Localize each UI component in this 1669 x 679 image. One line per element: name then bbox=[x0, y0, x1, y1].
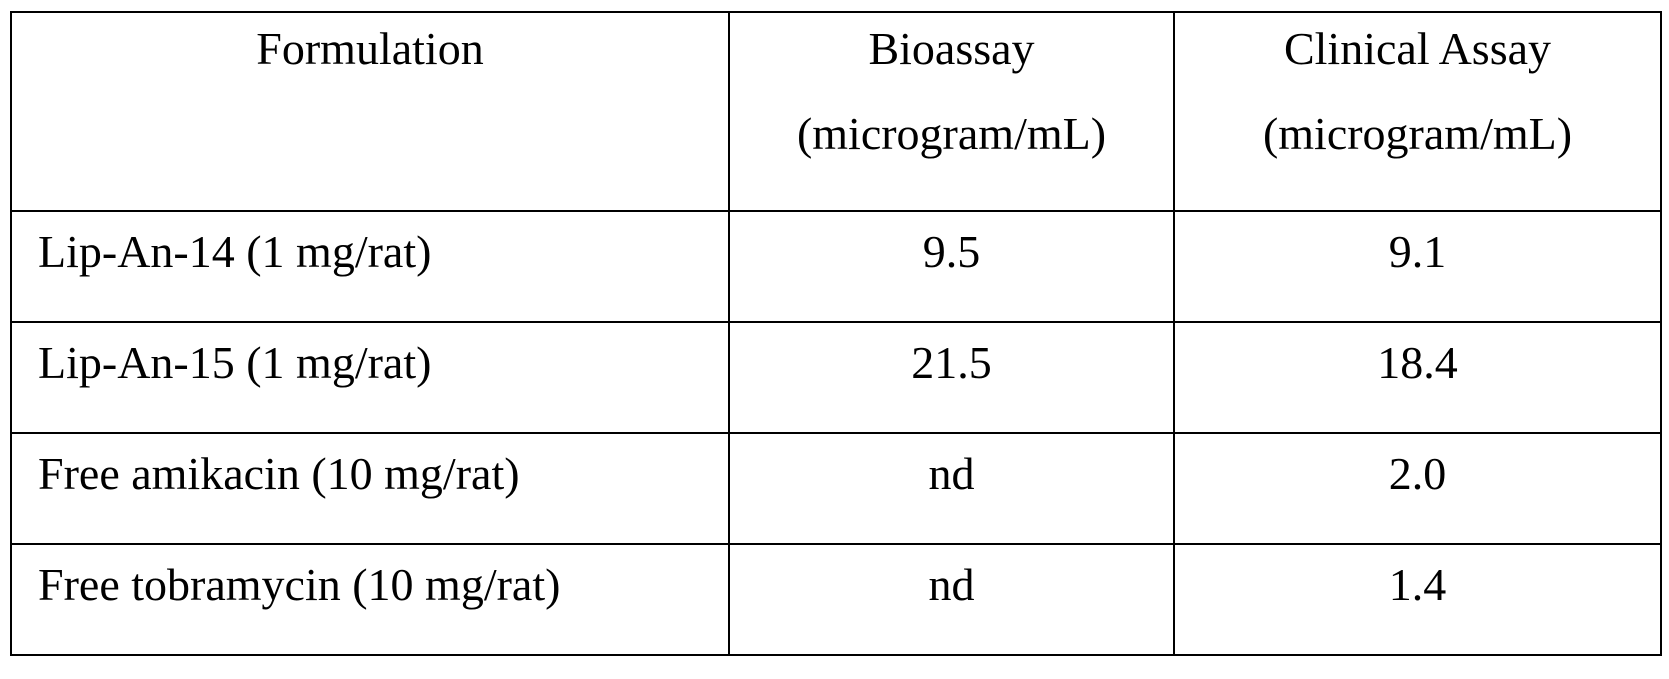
clinical-assay-cell: 9.1 bbox=[1174, 211, 1661, 322]
bioassay-cell: 9.5 bbox=[729, 211, 1174, 322]
header-clinical-assay-unit: (microgram/mL) bbox=[1175, 106, 1660, 161]
bioassay-cell: nd bbox=[729, 544, 1174, 655]
clinical-assay-cell: 1.4 bbox=[1174, 544, 1661, 655]
header-formulation-label: Formulation bbox=[12, 21, 728, 76]
formulation-cell: Lip-An-15 (1 mg/rat) bbox=[11, 322, 729, 433]
bioassay-cell: nd bbox=[729, 433, 1174, 544]
header-bioassay-unit: (microgram/mL) bbox=[730, 106, 1173, 161]
clinical-assay-cell: 2.0 bbox=[1174, 433, 1661, 544]
header-clinical-assay: Clinical Assay (microgram/mL) bbox=[1174, 12, 1661, 211]
bioassay-cell: 21.5 bbox=[729, 322, 1174, 433]
header-formulation: Formulation bbox=[11, 12, 729, 211]
clinical-assay-cell: 18.4 bbox=[1174, 322, 1661, 433]
header-clinical-assay-label: Clinical Assay bbox=[1175, 21, 1660, 76]
header-bioassay: Bioassay (microgram/mL) bbox=[729, 12, 1174, 211]
header-bioassay-label: Bioassay bbox=[730, 21, 1173, 76]
table-row: Free tobramycin (10 mg/rat) nd 1.4 bbox=[11, 544, 1661, 655]
header-row: Formulation Bioassay (microgram/mL) Clin… bbox=[11, 12, 1661, 211]
table-row: Lip-An-14 (1 mg/rat) 9.5 9.1 bbox=[11, 211, 1661, 322]
formulation-cell: Lip-An-14 (1 mg/rat) bbox=[11, 211, 729, 322]
results-table: Formulation Bioassay (microgram/mL) Clin… bbox=[10, 11, 1662, 656]
table-row: Lip-An-15 (1 mg/rat) 21.5 18.4 bbox=[11, 322, 1661, 433]
formulation-cell: Free tobramycin (10 mg/rat) bbox=[11, 544, 729, 655]
table-row: Free amikacin (10 mg/rat) nd 2.0 bbox=[11, 433, 1661, 544]
formulation-cell: Free amikacin (10 mg/rat) bbox=[11, 433, 729, 544]
